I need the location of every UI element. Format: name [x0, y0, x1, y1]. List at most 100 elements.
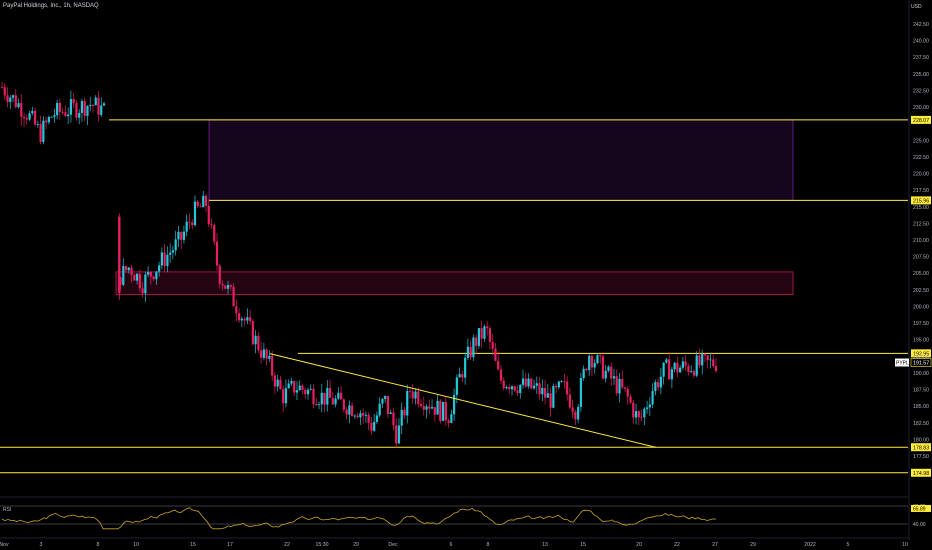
candle-body — [6, 95, 9, 102]
y-tick: 240.00 — [913, 39, 929, 45]
x-tick: 13 — [542, 542, 548, 548]
candle-body — [364, 414, 367, 416]
candle-body — [524, 378, 527, 387]
candle-body — [436, 400, 439, 415]
candle-body — [574, 411, 577, 420]
candle-body — [386, 396, 390, 415]
candle-body — [144, 274, 147, 294]
candle-body — [309, 388, 312, 390]
candle-body — [378, 403, 381, 416]
candle-body — [610, 366, 613, 379]
candle-body — [232, 286, 235, 307]
candle-body — [356, 415, 359, 418]
candle-body — [58, 102, 61, 112]
candle-body — [315, 404, 318, 406]
supply-zone — [208, 119, 794, 201]
candle-body — [323, 392, 326, 405]
candle-body — [215, 241, 219, 266]
candle-body — [348, 405, 351, 415]
x-tick: 2022 — [804, 542, 816, 548]
candle-body — [163, 252, 166, 266]
candle-body — [282, 389, 285, 404]
candle-body — [706, 355, 709, 360]
candle-body — [425, 406, 428, 410]
candle-body — [284, 388, 288, 404]
candle-body — [519, 384, 522, 393]
x-tick: 29 — [353, 542, 359, 548]
candle-body — [477, 328, 481, 346]
candle-body — [530, 378, 533, 389]
candle-body — [472, 337, 475, 358]
candle-body — [339, 392, 343, 400]
x-tick: 8 — [487, 542, 490, 548]
candle-body — [61, 111, 64, 113]
candle-body — [541, 387, 544, 395]
price-axis[interactable]: 228.07 215.96 192.95 178.83 174.98 PYPL 191.57… — [895, 0, 932, 540]
ticker-badge — [895, 358, 909, 367]
candle-body — [160, 252, 163, 266]
candle-body — [599, 355, 602, 357]
candle-body — [659, 376, 662, 388]
x-tick: 15:30 — [316, 542, 329, 548]
candle-body — [251, 320, 254, 345]
candle-body — [695, 355, 698, 376]
level-badge-192.95 — [911, 349, 931, 358]
candle-body — [607, 366, 610, 371]
candle-body — [461, 374, 464, 378]
time-axis[interactable]: Nov 3 8 10 15 17 22 15:30 29 Dec 6 8 13 15 20 22 27 29 202… — [0, 537, 908, 548]
y-tick: 232.50 — [913, 88, 929, 94]
candle-body — [240, 318, 243, 321]
candle-body — [196, 201, 199, 207]
candle-body — [83, 101, 86, 116]
trendline-layer[interactable] — [269, 353, 657, 448]
currency-label: USD — [911, 4, 922, 10]
x-tick: Nov — [0, 542, 9, 548]
candle-body — [643, 408, 646, 418]
candle-body — [566, 381, 569, 395]
candle-body — [177, 231, 180, 240]
candle-body — [152, 276, 155, 280]
candle-body — [271, 355, 274, 376]
y-tick: 180.00 — [913, 437, 929, 443]
candle-body — [182, 231, 186, 240]
candle-body — [320, 392, 323, 405]
candle-body — [202, 195, 205, 208]
candle-body — [384, 396, 387, 399]
candle-body — [701, 354, 704, 366]
candle-body — [226, 285, 230, 289]
candle-body — [681, 361, 685, 368]
candle-body — [480, 328, 483, 339]
candle-body — [50, 116, 53, 118]
candle-body — [359, 413, 362, 418]
candle-body — [604, 370, 607, 379]
candle-body — [193, 201, 197, 226]
candle-body — [31, 110, 34, 114]
candle-body — [601, 356, 605, 379]
candle-body — [33, 110, 37, 125]
candle-body — [535, 383, 538, 386]
candle-body — [122, 266, 125, 285]
candle-body — [414, 391, 417, 399]
level-badge-215.96 — [911, 196, 931, 205]
y-tick: 190.00 — [913, 371, 929, 377]
candle-body — [100, 105, 103, 115]
candle-body — [621, 378, 624, 388]
y-tick: 212.50 — [913, 221, 929, 227]
candle-body — [210, 224, 213, 226]
candle-body — [411, 391, 414, 399]
candle-body — [127, 267, 130, 271]
candle-body — [373, 421, 376, 431]
y-tick: 242.50 — [913, 22, 929, 28]
candle-body — [433, 407, 436, 415]
candle-body — [549, 393, 552, 408]
candle-body — [400, 409, 403, 426]
x-tick: 8 — [97, 542, 100, 548]
candle-body — [632, 402, 635, 418]
rsi-badge-text: 40.00 — [913, 522, 926, 528]
candle-body — [651, 391, 654, 405]
candle-body — [279, 379, 282, 390]
y-tick: 185.00 — [913, 404, 929, 410]
candle-body — [0, 87, 4, 88]
candle-body — [709, 359, 712, 361]
